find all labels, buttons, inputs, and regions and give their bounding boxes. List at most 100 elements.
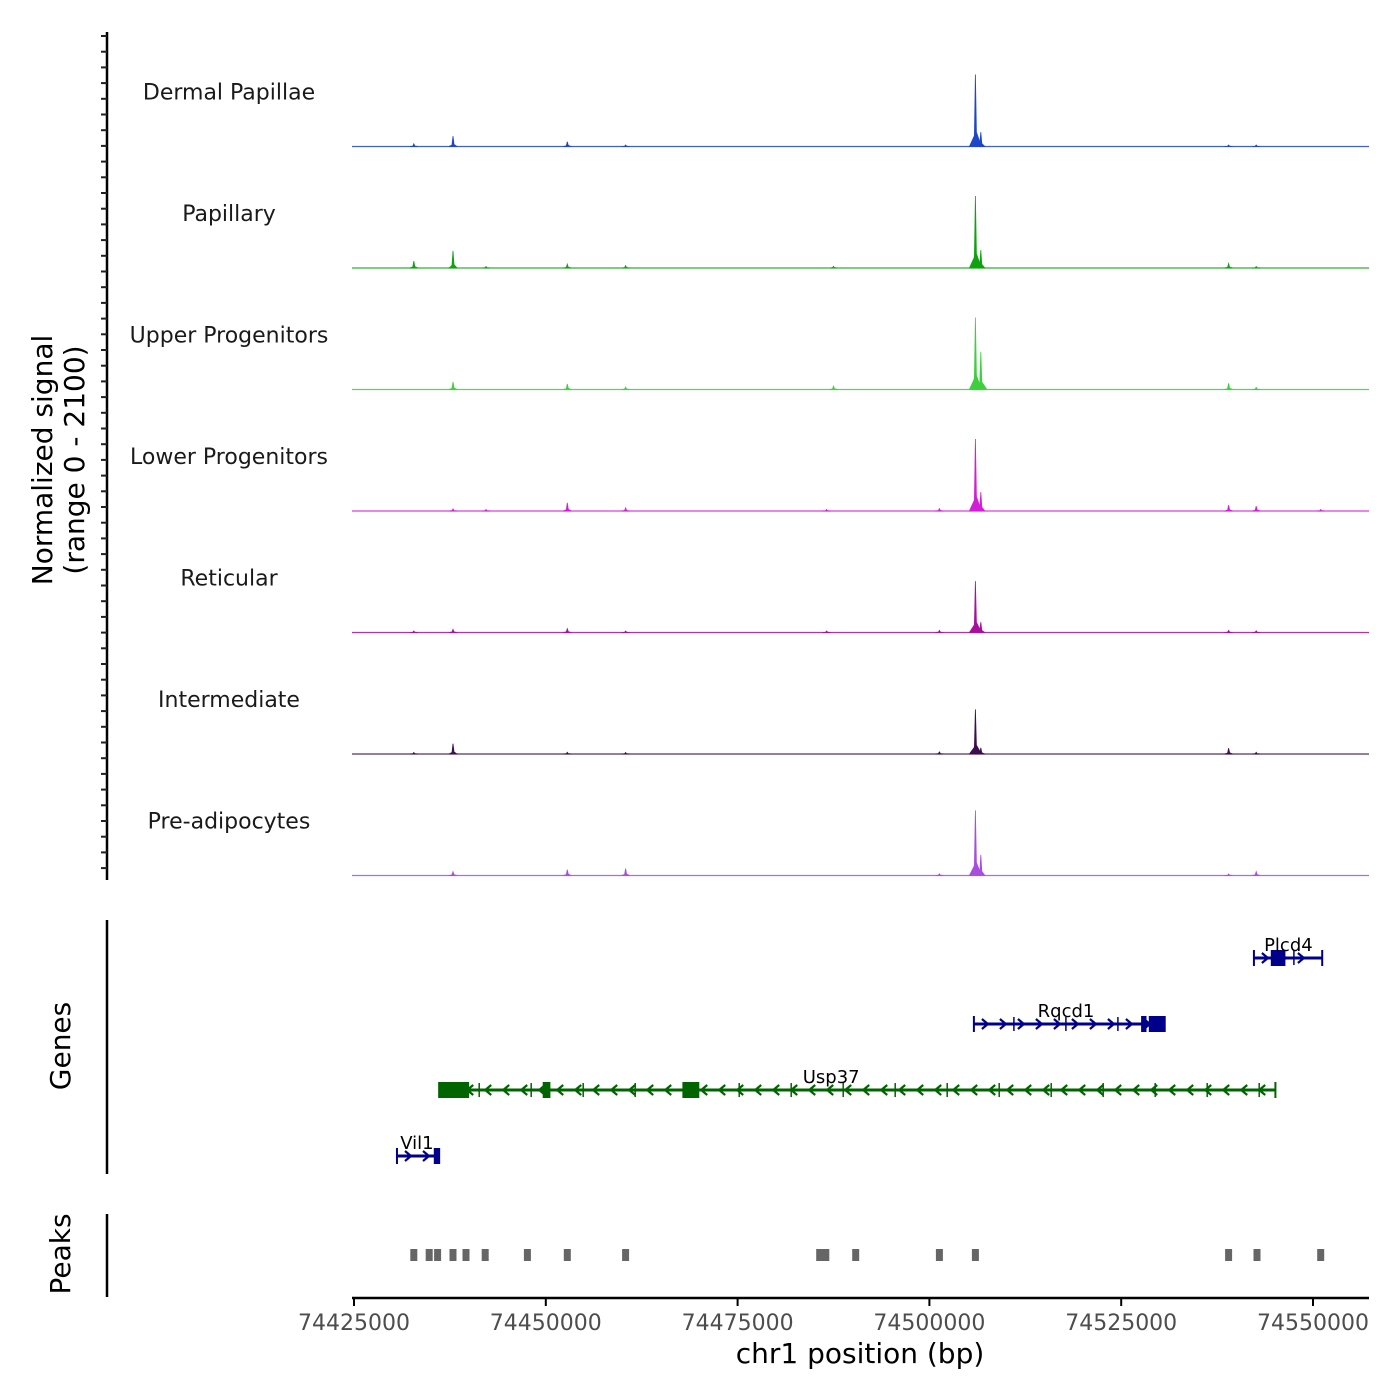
strand-arrow [753,1084,762,1096]
signal-peak [1224,383,1233,390]
signal-peak [968,709,983,755]
signal-peak [621,868,630,876]
peak-region [822,1249,830,1261]
strand-arrow [987,1084,996,1096]
signal-peak [1224,748,1233,755]
signal-peak [968,74,982,147]
signal-peak [968,810,982,876]
strand-arrow [825,1084,834,1096]
track-label: Lower Progenitors [130,445,328,470]
strand-arrow [1023,1084,1032,1096]
exon-block [682,1082,700,1098]
peak-region [622,1249,630,1261]
gene-label: Rqcd1 [1038,1001,1095,1022]
genes-panel: Vil1 Usp37 Rqcd1 Plcd4 [105,920,1324,1174]
strand-arrow [404,1150,413,1162]
peak-region [852,1249,860,1261]
x-tick-label: 74550000 [1257,1311,1369,1336]
gene-rqcd1: Rqcd1 [972,1001,1166,1032]
peak-region [462,1249,470,1261]
signal-peak [968,438,982,512]
signal-peak [1252,506,1261,512]
strand-arrow [999,1018,1008,1030]
signal-peak [1224,505,1233,512]
strand-arrow [555,1084,564,1096]
strand-arrow [717,1084,726,1096]
track-papillary: Papillary [182,195,1369,269]
strand-arrow [735,1084,744,1096]
exon-block [542,1082,551,1098]
strand-arrow [627,1084,636,1096]
signal-peak [447,250,458,269]
peak-region [410,1249,418,1261]
peak-region [563,1249,571,1261]
strand-arrow [915,1084,924,1096]
exon-block [433,1148,440,1164]
strand-arrow [519,1084,528,1096]
track-label: Reticular [180,567,278,592]
peak-region [523,1249,531,1261]
track-label: Intermediate [158,688,300,713]
track-intermediate: Intermediate [158,688,1369,755]
track-upper-progenitors: Upper Progenitors [130,317,1369,391]
gene-label: Vil1 [400,1133,433,1154]
x-axis-title: chr1 position (bp) [736,1337,985,1370]
strand-arrow [1167,1084,1176,1096]
signal-peak [1224,261,1233,269]
strand-arrow [1221,1084,1230,1096]
strand-arrow [1125,1018,1134,1030]
strand-arrow [843,1084,852,1096]
signal-peak [448,743,459,755]
strand-arrow [969,1084,978,1096]
strand-arrow [1017,1018,1026,1030]
strand-arrow [981,1018,990,1030]
strand-arrow [1297,952,1306,964]
peak-region [481,1249,489,1261]
signal-peak [563,869,572,876]
peak-region [1253,1249,1261,1261]
exon-block [439,1082,470,1098]
peak-region [434,1249,442,1261]
track-reticular: Reticular [180,567,1369,634]
signal-tracks-panel: Dermal Papillae Papillary Upper Progenitor… [101,32,1369,880]
peak-region [1317,1249,1325,1261]
gene-plcd4: Plcd4 [1252,935,1324,966]
strand-arrow [1239,1084,1248,1096]
peaks-panel [105,1214,1325,1297]
strand-arrow [1203,1084,1212,1096]
gene-usp37: Usp37 [438,1067,1277,1098]
peak-region [935,1249,943,1261]
track-label: Pre-adipocytes [148,810,311,835]
exon-block [1141,1016,1147,1032]
x-tick-label: 74500000 [873,1311,985,1336]
signal-y-label-line2: (range 0 - 2100) [58,345,91,574]
strand-arrow [1113,1084,1122,1096]
strand-arrow [861,1084,870,1096]
peak-region [449,1249,457,1261]
strand-arrow [501,1084,510,1096]
peaks-axis-label: Peaks [44,1213,77,1294]
peak-region [971,1249,979,1261]
track-dermal-papillae: Dermal Papillae [143,74,1369,148]
strand-arrow [422,1150,431,1162]
signal-peak [448,381,458,390]
gene-label: Plcd4 [1264,935,1313,956]
signal-peak [409,261,418,269]
strand-arrow [879,1084,888,1096]
x-axis: 74425000 74450000 74475000 74500000 74525000… [298,1296,1369,1336]
strand-arrow [699,1084,708,1096]
strand-arrow [591,1084,600,1096]
x-tick-label: 74450000 [490,1311,602,1336]
signal-axis-ticks [101,35,107,870]
strand-arrow [1131,1084,1140,1096]
signal-peak [448,136,459,147]
genes-axis-label: Genes [44,1002,77,1090]
gene-vil1: Vil1 [395,1133,441,1164]
signal-peak [563,502,572,512]
track-lower-progenitors: Lower Progenitors [130,438,1369,512]
peak-region [816,1249,824,1261]
peak-region [425,1249,433,1261]
strand-arrow [1035,1018,1044,1030]
strand-arrow [1041,1084,1050,1096]
